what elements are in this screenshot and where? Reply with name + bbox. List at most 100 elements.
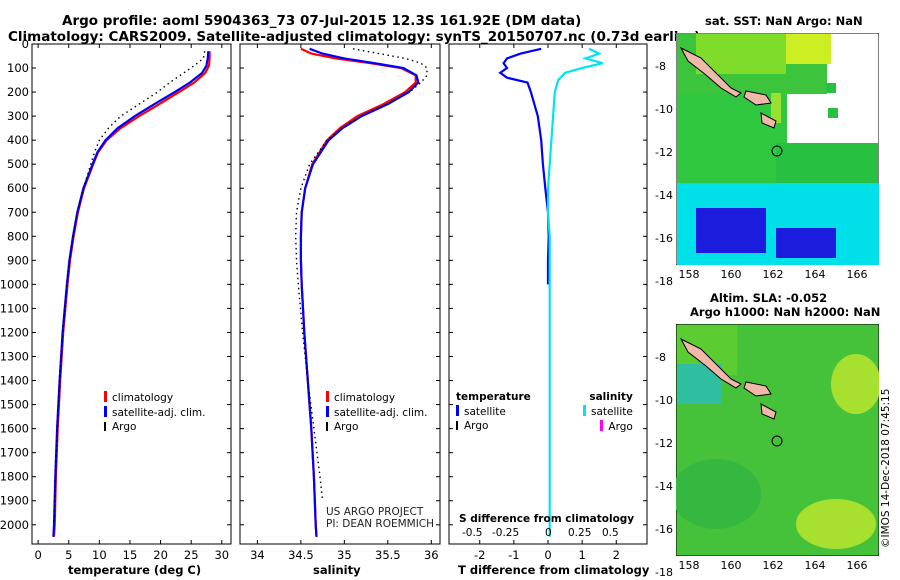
legend-magenta-marker: [600, 420, 604, 431]
x-tick-label: 2: [613, 548, 620, 562]
depth-tick-label: 500: [7, 157, 29, 171]
sst-green-region: [677, 93, 787, 183]
legend-argo-label: Argo: [112, 421, 137, 433]
temperature-panel: 0 5 10 15 20 25 30: [31, 43, 232, 562]
depth-tick-label: 1800: [0, 470, 29, 484]
legend-climatology-label: climatology: [334, 392, 396, 404]
project-credit: US ARGO PROJECT PI: DEAN ROEMMICH: [326, 506, 434, 530]
imos-credit: ©IMOS 14-Dec-2018 07:45:15: [880, 388, 892, 548]
t-difference-axis-label: T difference from climatology: [458, 563, 650, 577]
difference-legend-right: salinity satellite Argo: [583, 391, 633, 433]
legend-blue-marker: [326, 406, 329, 417]
title-line-1: Argo profile: aoml 5904363_73 07-Jul-201…: [62, 13, 582, 29]
s-tick: 0.25: [568, 527, 592, 539]
x-tick-label: 36: [424, 548, 439, 562]
x-tick-label: 15: [123, 548, 138, 562]
legend-t-argo: Argo: [464, 420, 489, 432]
series-blue-line: [498, 47, 550, 285]
depth-tick-label: 0: [22, 37, 29, 51]
map-tick-label: -14: [655, 189, 673, 202]
map-tick-label: 166: [846, 268, 868, 281]
argo-location-marker: [771, 435, 783, 447]
legend-blue-marker: [104, 406, 107, 417]
series-cyan-line: [546, 47, 603, 537]
map-tick-label: -18: [655, 566, 673, 579]
series-argo-line: [294, 48, 428, 501]
series-argo-line: [53, 51, 206, 525]
map-tick-label: -16: [655, 232, 673, 245]
island-shape: [743, 381, 772, 397]
depth-tick-label: 1900: [0, 494, 29, 508]
plot-frame: [31, 43, 232, 545]
sla-map: [676, 324, 879, 556]
depth-tick-label: 1400: [0, 374, 29, 388]
x-tick-label: 25: [184, 548, 199, 562]
legend-s-argo: Argo: [608, 421, 633, 433]
x-tick-label: 35.5: [375, 548, 401, 562]
x-tick-label: 10: [92, 548, 107, 562]
project-pi: PI: DEAN ROEMMICH: [326, 518, 435, 530]
depth-tick-label: 600: [7, 181, 29, 195]
legend-s-satellite: satellite: [591, 406, 633, 418]
series-red-line: [299, 47, 417, 537]
map-tick-label: 162: [762, 268, 784, 281]
island-shape: [679, 337, 742, 389]
difference-legend-left: temperature satellite Argo: [456, 391, 531, 432]
map-tick-label: 158: [678, 268, 700, 281]
depth-tick-label: 1200: [0, 325, 29, 339]
depth-tick-label: 2000: [0, 518, 29, 532]
map-tick-label: -10: [655, 103, 673, 116]
s-tick: -0.5: [462, 527, 483, 539]
map-tick-label: -8: [655, 60, 666, 73]
legend-black-marker: [456, 421, 458, 430]
map-tick-label: 160: [720, 559, 742, 572]
temperature-axis-label: temperature (deg C): [68, 563, 202, 577]
map-tick-label: -14: [655, 480, 673, 493]
sst-map-title: sat. SST: NaN Argo: NaN: [705, 14, 863, 28]
sst-map: [676, 33, 879, 265]
depth-tick-label: 300: [7, 109, 29, 123]
legend-satellite-label: satellite-adj. clim.: [112, 407, 206, 419]
sla-high-region: [831, 354, 879, 414]
island-shape: [760, 403, 777, 420]
salinity-panel: 34 34.5 35 35.5 36: [239, 43, 441, 562]
map-tick-label: 160: [720, 268, 742, 281]
series-blue-line: [52, 51, 210, 537]
depth-tick-label: 1500: [0, 398, 29, 412]
depth-tick-label: 1700: [0, 446, 29, 460]
sla-region: [676, 459, 761, 529]
depth-tick-label: 1300: [0, 350, 29, 364]
legend-climatology-label: climatology: [112, 392, 174, 404]
plot-frame: [239, 43, 441, 545]
depth-tick-label: 400: [7, 133, 29, 147]
x-tick-label: -1: [508, 548, 519, 562]
sla-map-title-2: Argo h1000: NaN h2000: NaN: [690, 305, 881, 319]
depth-tick-label: 1100: [0, 301, 29, 315]
depth-tick-labels: 0 100 200 300 400 500 600 700 800 900 1000 1100 1200…: [0, 37, 29, 532]
x-tick-label: -2: [474, 548, 485, 562]
legend-t-satellite: satellite: [464, 406, 506, 418]
depth-tick-label: 800: [7, 229, 29, 243]
map-tick-label: 164: [804, 559, 826, 572]
legend-red-marker: [326, 391, 329, 402]
map-tick-label: 158: [678, 559, 700, 572]
depth-tick-label: 200: [7, 85, 29, 99]
sla-map-title-1: Altim. SLA: -0.052: [710, 291, 828, 305]
map-tick-label: -12: [655, 146, 673, 159]
legend-cyan-marker: [583, 405, 586, 416]
sst-blue-region: [776, 228, 836, 258]
project-name: US ARGO PROJECT: [326, 506, 424, 518]
legend-satellite-label: satellite-adj. clim.: [334, 407, 428, 419]
x-tick-label: 35: [337, 548, 352, 562]
island-shape: [743, 90, 772, 106]
x-tick-label: 20: [153, 548, 168, 562]
map-tick-label: 162: [762, 559, 784, 572]
legend-blue-marker: [456, 405, 459, 416]
sst-pixel: [828, 108, 838, 118]
legend-black-marker: [104, 422, 106, 431]
x-tick-label: 34.5: [288, 548, 314, 562]
legend-black-marker: [326, 422, 328, 431]
difference-panel: -2 -1 0 1 2: [448, 43, 648, 562]
map-tick-label: -18: [655, 275, 673, 288]
sst-pixel: [771, 93, 781, 123]
